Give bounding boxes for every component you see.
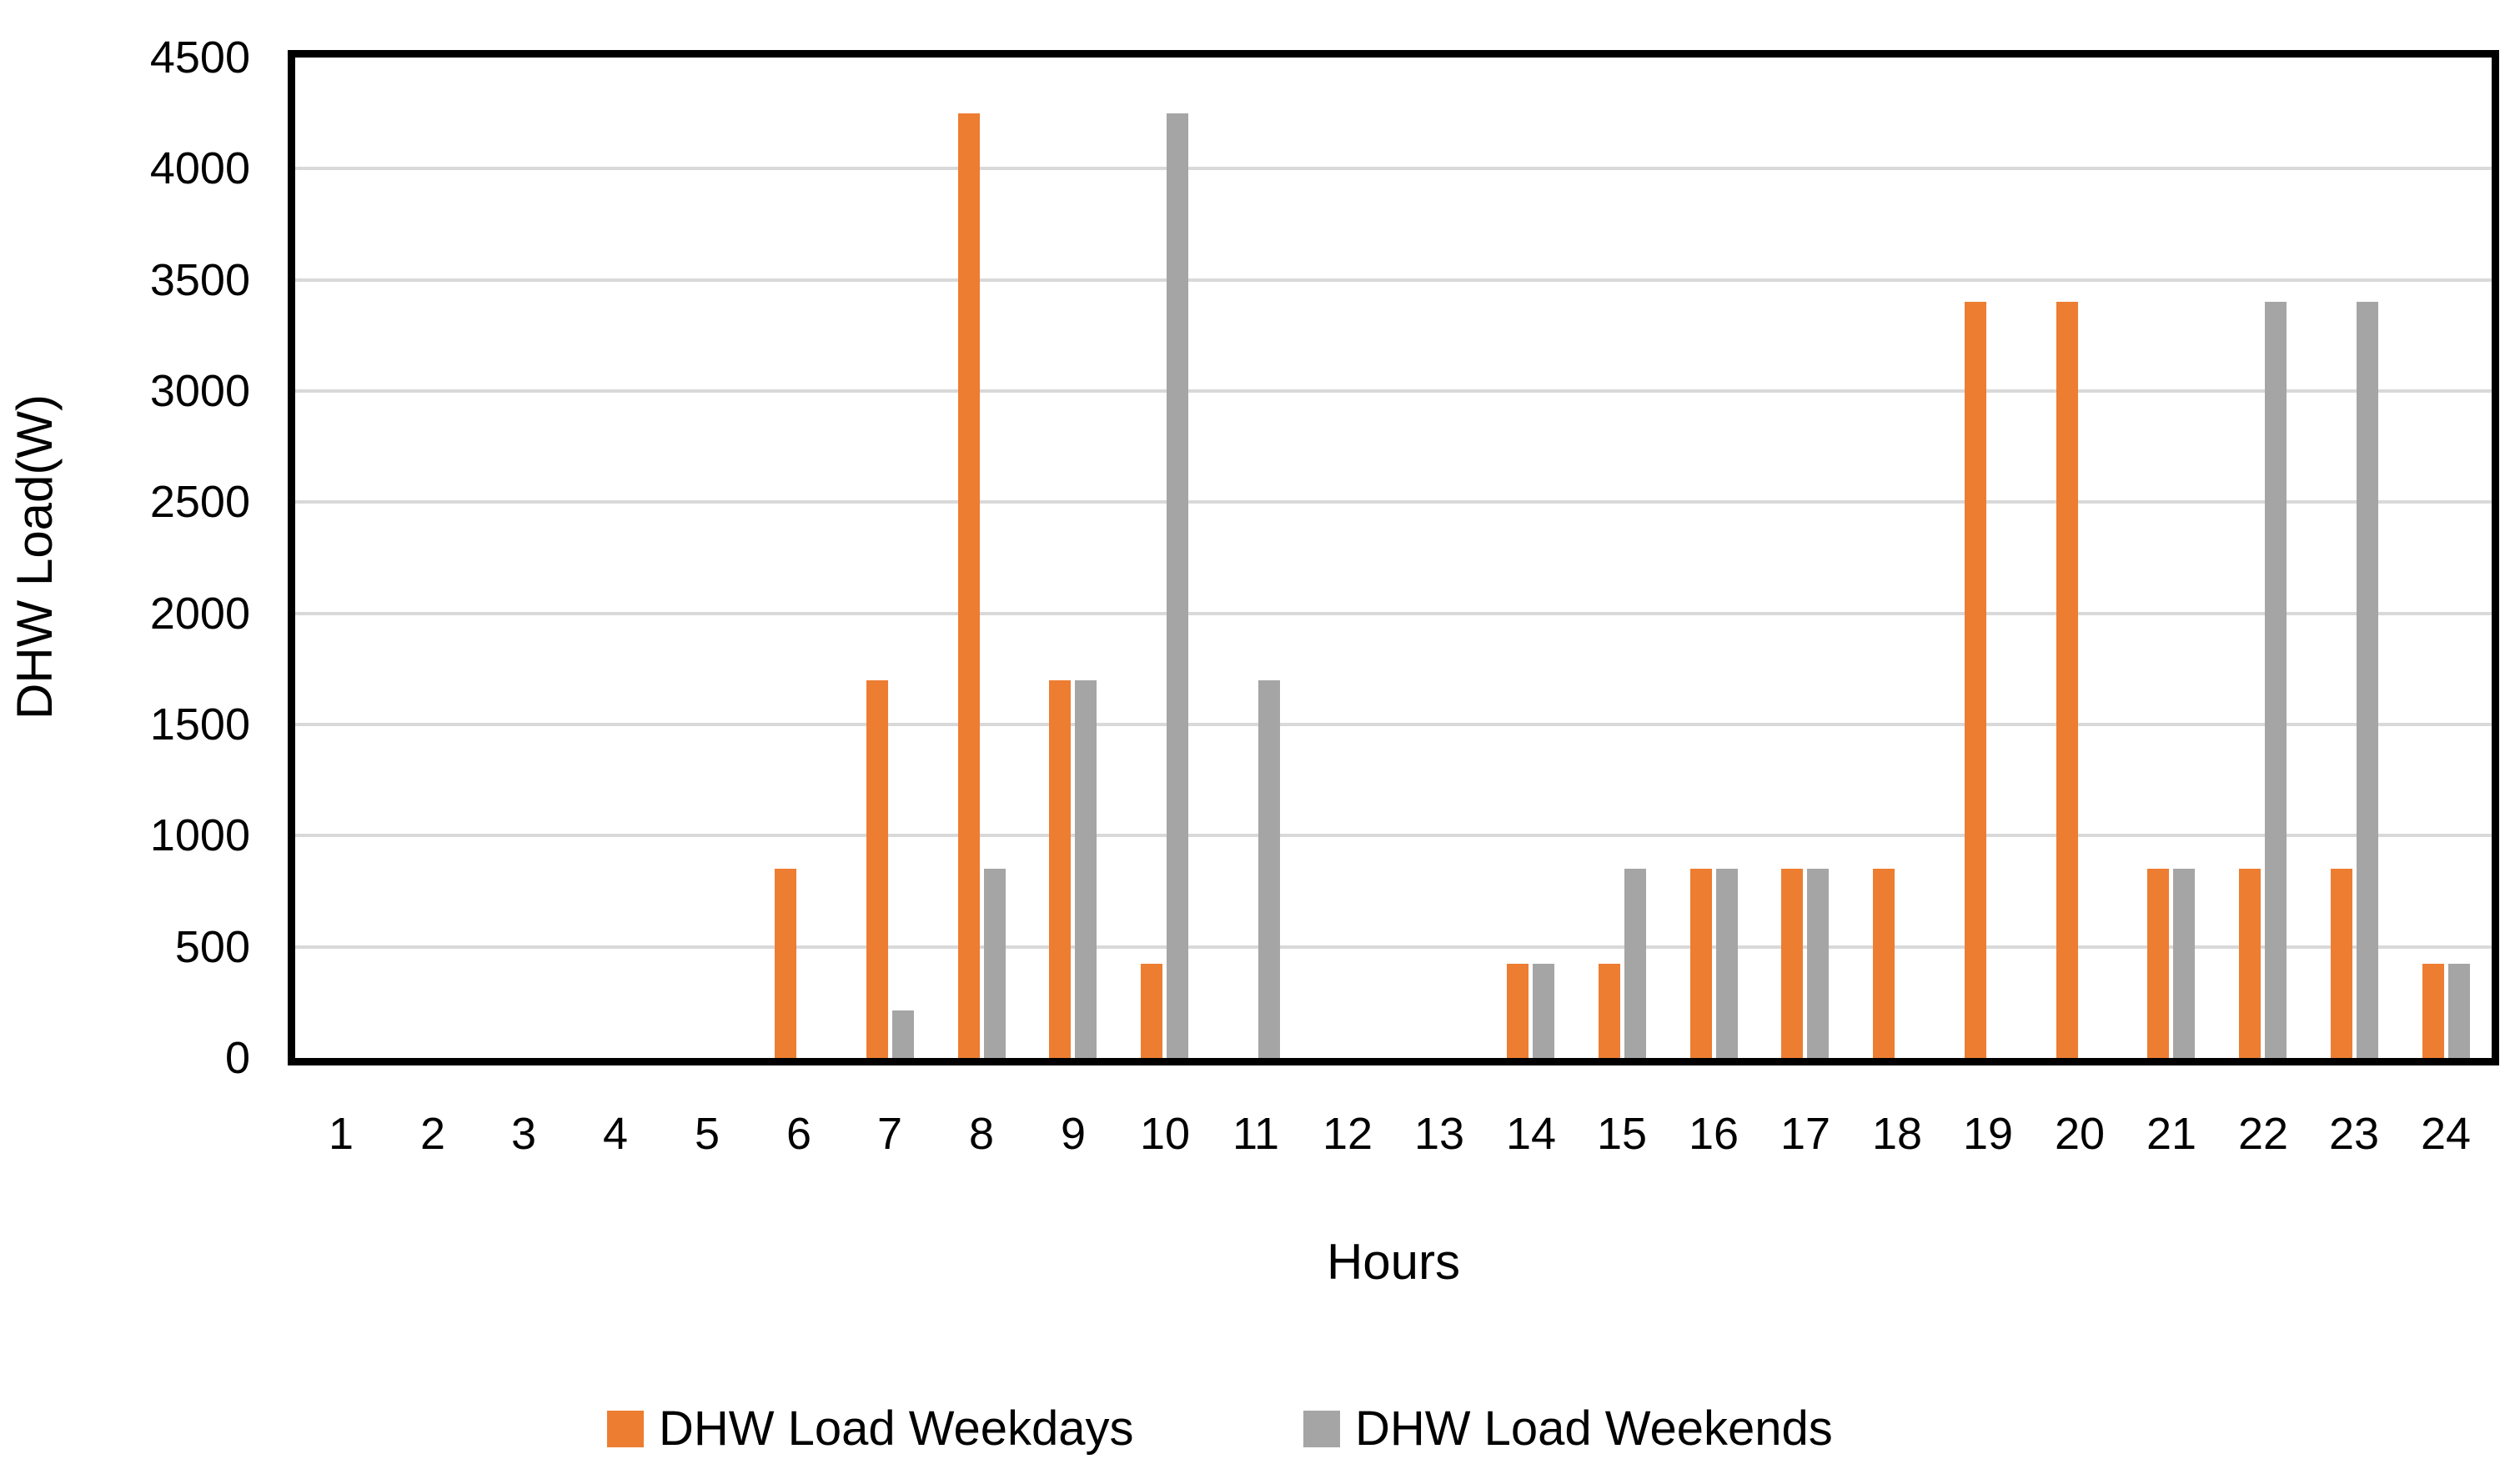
legend: DHW Load Weekdays DHW Load Weekends xyxy=(0,1401,2520,1457)
bar-weekdays-hour-19 xyxy=(1965,302,1986,1058)
y-tick-label: 1000 xyxy=(149,810,250,860)
bar-weekends-hour-10 xyxy=(1167,113,1188,1058)
gridline xyxy=(295,945,2492,949)
y-tick-label: 0 xyxy=(224,1033,250,1083)
y-tick-label: 4500 xyxy=(149,33,250,83)
x-tick-label: 17 xyxy=(1780,1109,1831,1159)
x-tick-label: 10 xyxy=(1139,1109,1191,1159)
x-tick-label: 20 xyxy=(2054,1109,2106,1159)
x-tick-label: 4 xyxy=(602,1109,629,1159)
y-tick-label: 4000 xyxy=(149,143,250,193)
gridline xyxy=(295,500,2492,504)
bar-weekdays-hour-22 xyxy=(2239,869,2261,1058)
bar-weekdays-hour-17 xyxy=(1781,869,1803,1058)
bar-weekends-hour-11 xyxy=(1258,680,1280,1058)
x-tick-label: 3 xyxy=(510,1109,537,1159)
gridline xyxy=(295,834,2492,837)
x-tick-label: 7 xyxy=(876,1109,903,1159)
bar-weekends-hour-17 xyxy=(1807,869,1829,1058)
legend-label-weekdays: DHW Load Weekdays xyxy=(659,1401,1134,1456)
gridline xyxy=(295,612,2492,615)
bar-weekdays-hour-23 xyxy=(2331,869,2352,1058)
bar-weekends-hour-23 xyxy=(2357,302,2378,1058)
y-tick-label: 2500 xyxy=(149,477,250,527)
x-tick-label: 21 xyxy=(2146,1109,2197,1159)
bar-weekdays-hour-7 xyxy=(866,680,888,1058)
y-tick-label: 3500 xyxy=(149,255,250,305)
x-tick-label: 22 xyxy=(2237,1109,2289,1159)
weekends-swatch-icon xyxy=(1303,1411,1340,1447)
legend-item-weekends: DHW Load Weekends xyxy=(1303,1401,1833,1456)
bar-weekdays-hour-21 xyxy=(2147,869,2169,1058)
x-axis-title: Hours xyxy=(1326,1234,1461,1290)
bar-weekends-hour-24 xyxy=(2448,964,2470,1058)
bar-weekdays-hour-8 xyxy=(958,113,980,1058)
x-tick-label: 19 xyxy=(1962,1109,2014,1159)
y-tick-label: 1500 xyxy=(149,699,250,750)
bar-weekdays-hour-6 xyxy=(775,869,796,1058)
x-tick-label: 1 xyxy=(328,1109,354,1159)
x-tick-label: 11 xyxy=(1232,1109,1280,1159)
bar-weekdays-hour-24 xyxy=(2422,964,2444,1058)
bar-weekdays-hour-20 xyxy=(2056,302,2078,1058)
bar-weekdays-hour-14 xyxy=(1507,964,1529,1058)
gridline xyxy=(295,167,2492,170)
x-tick-label: 23 xyxy=(2328,1109,2380,1159)
x-tick-label: 14 xyxy=(1505,1109,1557,1159)
x-tick-label: 18 xyxy=(1871,1109,1923,1159)
bar-weekends-hour-14 xyxy=(1533,964,1554,1058)
x-tick-label: 6 xyxy=(786,1109,812,1159)
x-tick-label: 24 xyxy=(2420,1109,2472,1159)
weekdays-swatch-icon xyxy=(607,1411,644,1447)
x-tick-label: 9 xyxy=(1060,1109,1087,1159)
bar-weekends-hour-7 xyxy=(892,1010,914,1058)
bar-weekends-hour-21 xyxy=(2173,869,2195,1058)
bar-weekdays-hour-18 xyxy=(1873,869,1895,1058)
bar-weekdays-hour-16 xyxy=(1690,869,1712,1058)
x-tick-label: 12 xyxy=(1322,1109,1373,1159)
y-axis-title: DHW Load(W) xyxy=(7,394,63,720)
legend-label-weekends: DHW Load Weekends xyxy=(1355,1401,1833,1456)
y-tick-label: 2000 xyxy=(149,589,250,639)
x-tick-label: 13 xyxy=(1413,1109,1465,1159)
y-tick-label: 500 xyxy=(174,922,250,972)
x-tick-label: 8 xyxy=(968,1109,995,1159)
legend-item-weekdays: DHW Load Weekdays xyxy=(607,1401,1134,1456)
x-tick-label: 16 xyxy=(1688,1109,1739,1159)
y-tick-label: 3000 xyxy=(149,366,250,416)
bar-weekends-hour-15 xyxy=(1624,869,1646,1058)
bar-weekends-hour-16 xyxy=(1716,869,1738,1058)
x-tick-label: 15 xyxy=(1596,1109,1648,1159)
bar-weekdays-hour-10 xyxy=(1141,964,1162,1058)
x-tick-label: 5 xyxy=(694,1109,720,1159)
bar-weekends-hour-9 xyxy=(1075,680,1097,1058)
gridline xyxy=(295,278,2492,282)
x-tick-label: 2 xyxy=(419,1109,446,1159)
bar-weekends-hour-8 xyxy=(984,869,1006,1058)
plot-area xyxy=(288,50,2499,1065)
gridline xyxy=(295,723,2492,726)
gridline xyxy=(295,389,2492,393)
bar-weekends-hour-22 xyxy=(2265,302,2287,1058)
bar-weekdays-hour-9 xyxy=(1049,680,1071,1058)
bar-weekdays-hour-15 xyxy=(1599,964,1620,1058)
